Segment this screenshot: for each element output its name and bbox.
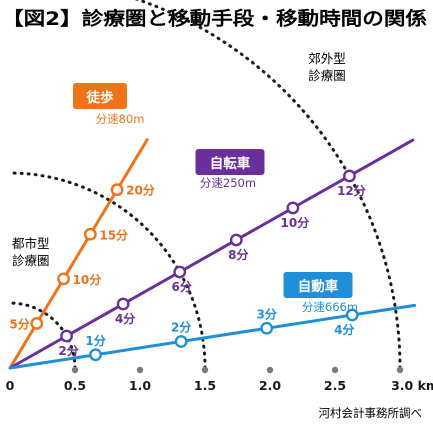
urban-zone-boundary [8,301,77,370]
mid-zone-boundary [8,171,207,370]
bicycle-point [116,297,130,311]
suburban-zone-label-line2: 診療圏 [308,68,346,83]
car-label-box [283,272,353,298]
bicycle-point-label: 4分 [115,311,135,326]
walk-point-label: 5分 [9,316,29,331]
suburban-zone-label-line1: 郊外型 [308,51,346,66]
car-point-label: 4分 [334,322,354,337]
walk-point-label: 15分 [99,227,128,242]
bicycle-speed-label: 分速250m [200,176,256,190]
bicycle-point [173,265,187,279]
walk-speed-label: 分速80m [96,112,145,126]
car-label: 自動車 [298,278,339,295]
bicycle-point-label: 10分 [281,215,310,230]
x-tick-label: 3.0 km [391,378,433,393]
car-point-label: 3分 [257,306,277,321]
car-point [260,321,274,335]
source-note: 河村会計事務所調べ [319,406,423,420]
urban-zone-label-line2: 診療圏 [12,253,50,268]
urban-zone-label-line1: 都市型 [12,236,50,251]
walk-point [110,183,124,197]
x-tick-mark [136,366,144,374]
car-point-label: 2分 [171,320,191,335]
bicycle-point-label: 8分 [228,247,248,262]
walk-point-label: 10分 [73,272,102,287]
x-axis: 0 0.5 1.0 1.5 2.0 2.5 3.0 km [6,366,433,393]
bicycle-point-label: 6分 [172,279,192,294]
walk-point [57,272,70,286]
car-point [345,308,359,322]
suburban-zone-boundary [134,0,402,370]
x-tick-label: 0.5 [64,378,86,393]
x-tick-label: 2.0 [259,378,281,393]
x-tick-label: 1.5 [194,378,216,393]
car-point [174,335,188,348]
x-tick-mark [71,366,79,374]
walk-series-line [8,138,149,370]
series-marks [30,169,359,362]
walk-label-box [73,83,127,109]
walk-point [30,317,44,330]
chart-title: 【図2】診療圏と移動手段・移動時間の関係 [2,8,428,30]
walk-label: 徒歩 [86,89,114,106]
bicycle-point [343,169,356,183]
x-tick-mark [266,366,274,374]
x-tick-mark [331,366,339,374]
bicycle-point-label: 2分 [58,343,78,358]
bicycle-label-box [195,149,265,175]
bicycle-label: 自転車 [210,155,251,172]
x-tick-mark [396,366,404,374]
x-tick-label: 0 [6,378,15,393]
car-point [89,348,102,362]
x-tick-label: 1.0 [129,378,151,393]
bicycle-point [60,329,73,343]
bicycle-point [286,201,300,215]
car-speed-label: 分速666m [302,300,358,314]
x-tick-mark [201,366,209,374]
x-tick-label: 2.5 [324,378,346,393]
zone-boundaries [8,0,402,370]
bicycle-point-label: 12分 [337,183,366,198]
walk-point [83,227,97,241]
car-point-label: 1分 [85,333,105,348]
bicycle-point [229,233,243,247]
walk-point-label: 20分 [126,183,155,198]
